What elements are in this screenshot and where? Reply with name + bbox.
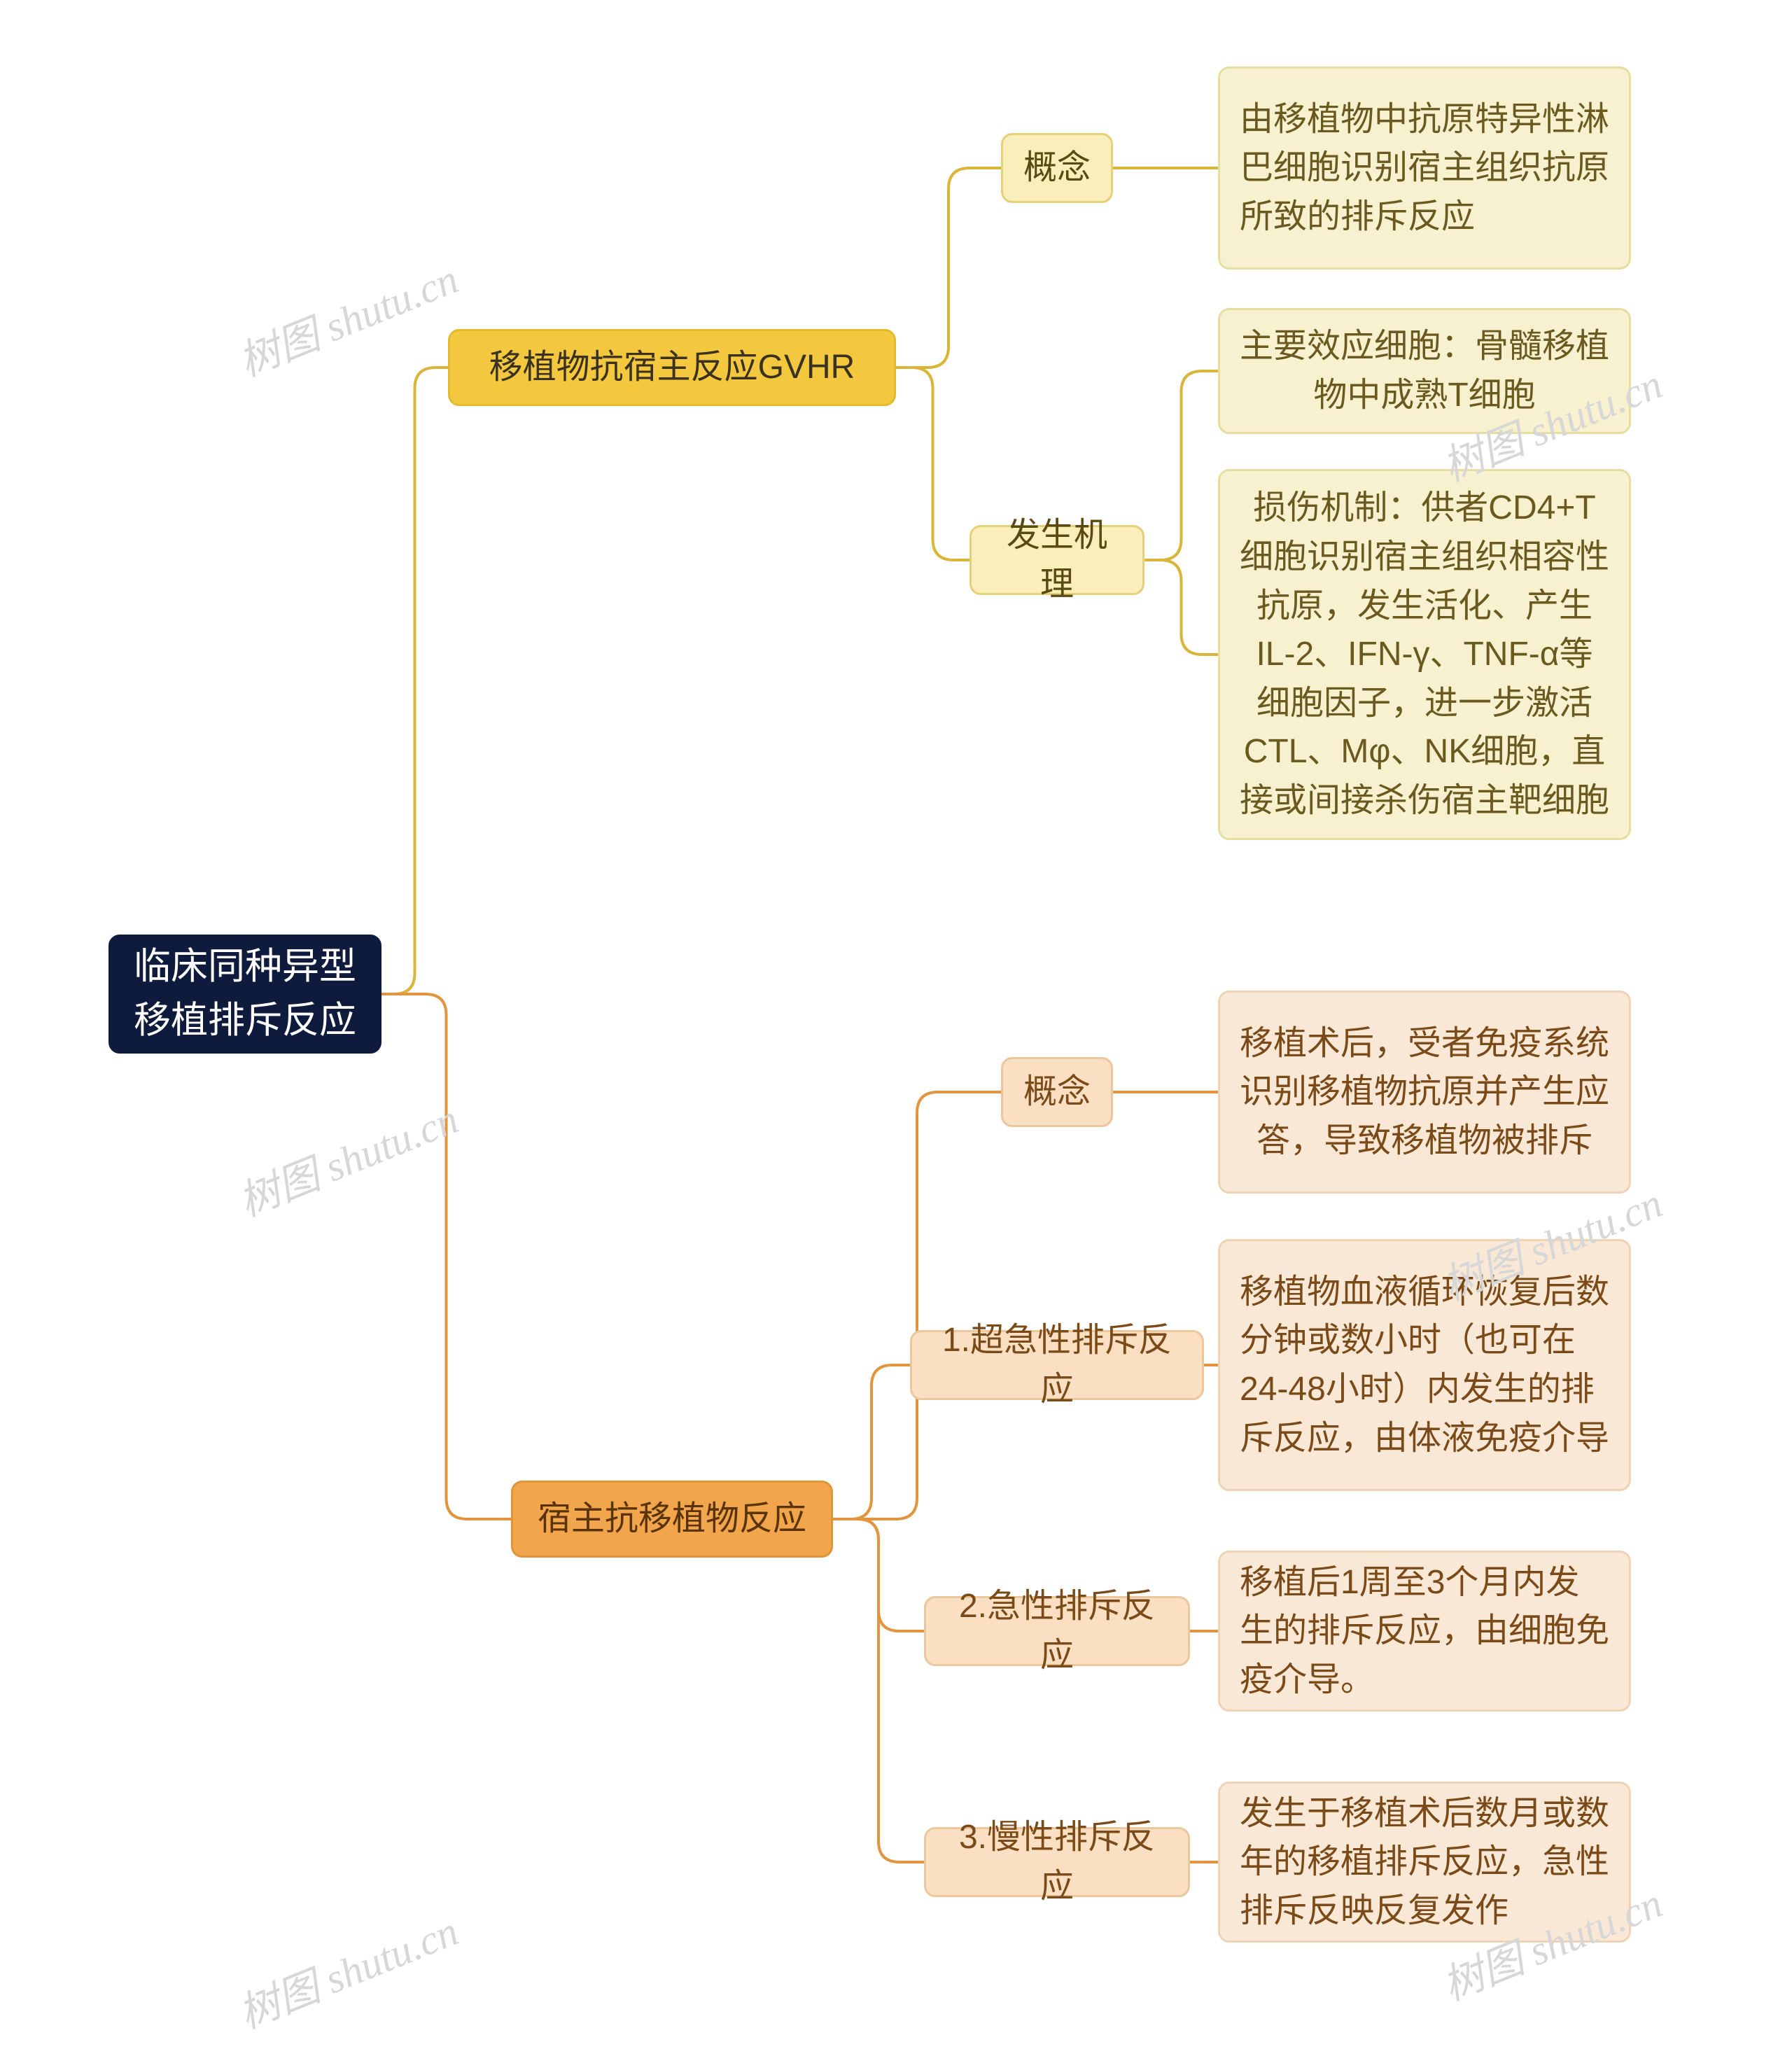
leaf-gvhr-concept-text: 由移植物中抗原特异性淋巴细胞识别宿主组织抗原所致的排斥反应 [1240,95,1609,242]
leaf-gvhr-mech1: 主要效应细胞：骨髓移植物中成熟T细胞 [1218,308,1631,434]
leaf-gvhr-concept: 由移植物中抗原特异性淋巴细胞识别宿主组织抗原所致的排斥反应 [1218,67,1631,270]
leaf-hvg-1: 移植物血液循环恢复后数分钟或数小时（也可在24-48小时）内发生的排斥反应，由体… [1218,1239,1631,1491]
leaf-hvg-3: 发生于移植术后数月或数年的移植排斥反应，急性排斥反映反复发作 [1218,1782,1631,1943]
leaf-hvg-concept: 移植术后，受者免疫系统识别移植物抗原并产生应答，导致移植物被排斥 [1218,991,1631,1194]
leaf-gvhr-mech2: 损伤机制：供者CD4+T细胞识别宿主组织相容性 抗原，发生活化、产生IL-2、I… [1218,469,1631,840]
node-hvg-2: 2.急性排斥反应 [924,1596,1190,1666]
leaf-hvg-concept-text: 移植术后，受者免疫系统识别移植物抗原并产生应答，导致移植物被排斥 [1240,1019,1609,1166]
node-gvhr: 移植物抗宿主反应GVHR [448,329,896,406]
node-hvg-concept-label: 概念 [1023,1068,1091,1117]
watermark: 树图 shutu.cn [228,246,465,388]
node-gvhr-concept: 概念 [1001,133,1113,203]
node-hvg: 宿主抗移植物反应 [511,1481,833,1558]
node-gvhr-concept-label: 概念 [1023,144,1091,193]
node-gvhr-mechanism: 发生机理 [969,525,1144,595]
node-hvg-label: 宿主抗移植物反应 [538,1495,806,1544]
node-hvg-1: 1.超急性排斥反应 [910,1330,1204,1400]
node-hvg-3: 3.慢性排斥反应 [924,1827,1190,1897]
node-gvhr-label: 移植物抗宿主反应GVHR [489,343,855,392]
leaf-hvg-2-text: 移植后1周至3个月内发生的排斥反应，由细胞免疫介导。 [1240,1558,1609,1705]
node-hvg-1-label: 1.超急性排斥反应 [932,1316,1182,1413]
leaf-hvg-1-text: 移植物血液循环恢复后数分钟或数小时（也可在24-48小时）内发生的排斥反应，由体… [1240,1268,1609,1462]
root-node: 临床同种异型移植排斥反应 [108,935,382,1054]
node-hvg-2-label: 2.急性排斥反应 [946,1582,1168,1679]
node-gvhr-mechanism-label: 发生机理 [991,511,1123,608]
leaf-hvg-2: 移植后1周至3个月内发生的排斥反应，由细胞免疫介导。 [1218,1551,1631,1712]
watermark: 树图 shutu.cn [228,1898,465,2040]
node-hvg-3-label: 3.慢性排斥反应 [946,1813,1168,1910]
watermark: 树图 shutu.cn [228,1086,465,1228]
leaf-hvg-3-text: 发生于移植术后数月或数年的移植排斥反应，急性排斥反映反复发作 [1240,1789,1609,1936]
root-label: 临床同种异型移植排斥反应 [130,940,360,1048]
leaf-gvhr-mech1-text: 主要效应细胞：骨髓移植物中成熟T细胞 [1240,322,1609,419]
leaf-gvhr-mech2-text: 损伤机制：供者CD4+T细胞识别宿主组织相容性 抗原，发生活化、产生IL-2、I… [1240,484,1609,825]
node-hvg-concept: 概念 [1001,1057,1113,1127]
